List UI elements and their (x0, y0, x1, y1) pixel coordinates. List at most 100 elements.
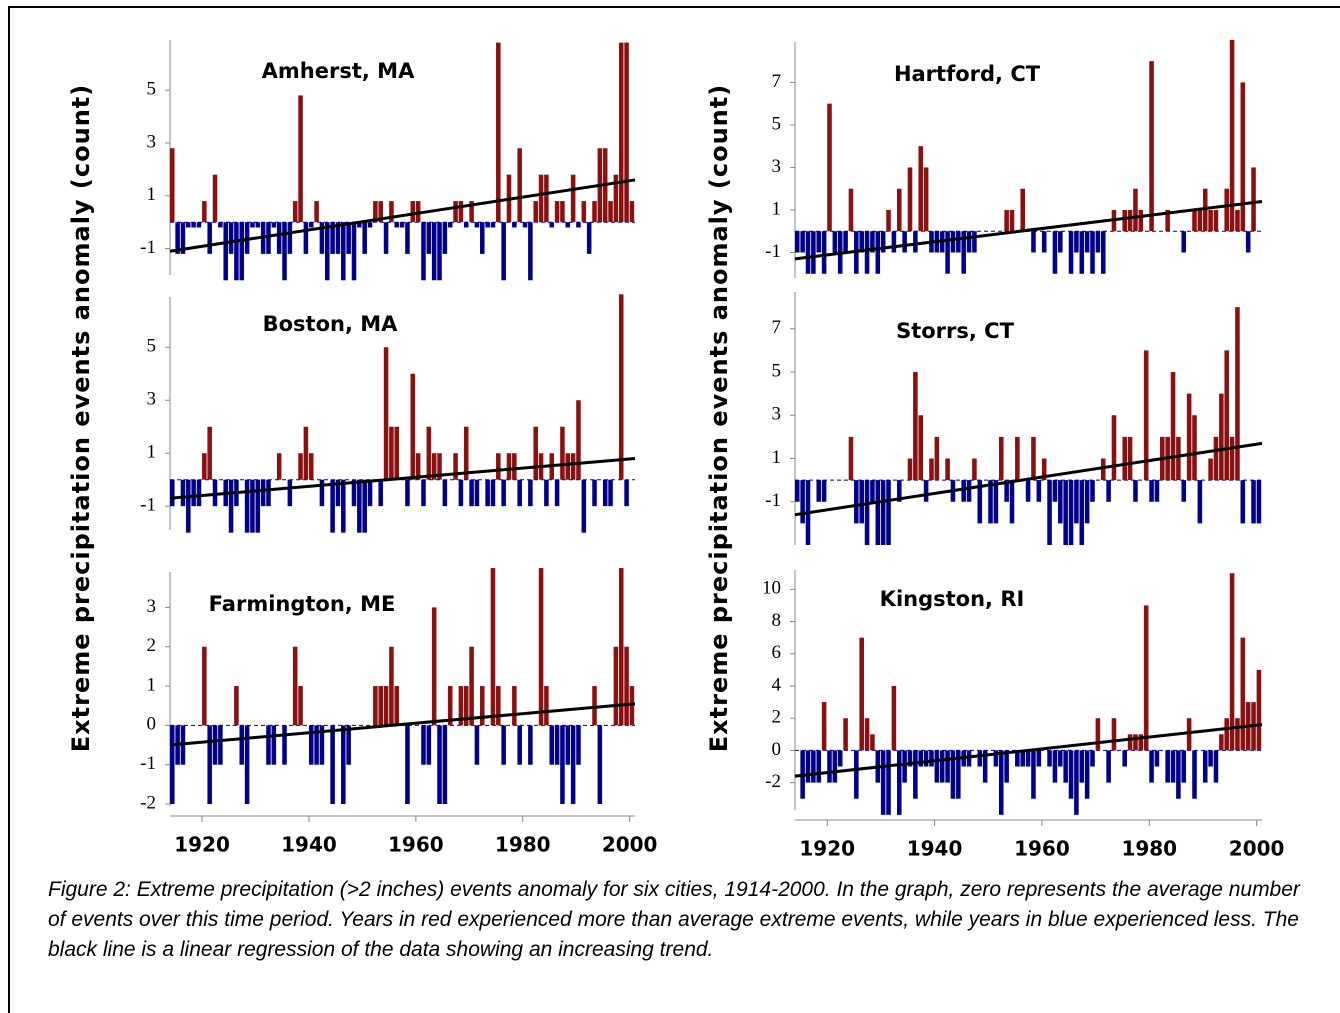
x-tick-label: 1920 (799, 837, 855, 861)
bar (907, 750, 913, 767)
bar (1208, 750, 1213, 767)
bar (1143, 605, 1149, 751)
bar (896, 480, 902, 502)
bar (319, 725, 325, 765)
bar (1068, 750, 1074, 799)
bar (405, 725, 410, 805)
bar (1213, 750, 1219, 783)
y-tick-label: 0 (772, 739, 782, 760)
bar (870, 480, 875, 502)
x-tick-label: 1940 (907, 837, 963, 861)
bar (292, 201, 298, 223)
bar (1058, 231, 1063, 253)
bar (902, 231, 907, 253)
bar (170, 479, 175, 507)
bar (950, 750, 956, 799)
bar (389, 646, 394, 726)
bar (864, 480, 870, 545)
bar (624, 646, 629, 726)
bar (1068, 480, 1074, 545)
bar (292, 646, 298, 726)
bar (602, 479, 608, 507)
bar (1106, 750, 1111, 783)
bar (560, 426, 565, 480)
bar (538, 568, 544, 726)
bar (629, 201, 635, 223)
y-tick-label: 5 (147, 336, 157, 357)
y-tick-label: -2 (765, 771, 781, 792)
bar (528, 725, 533, 765)
bar (907, 167, 913, 232)
bar (934, 750, 940, 783)
y-tick-label: -2 (140, 792, 156, 813)
bar (335, 479, 341, 507)
bar (335, 222, 341, 254)
y-tick-label: -1 (765, 241, 781, 262)
bar (394, 222, 400, 228)
bar (255, 222, 261, 228)
bar (1186, 393, 1192, 481)
bar (191, 479, 196, 507)
bar (1229, 39, 1235, 232)
bar (1202, 750, 1208, 783)
bar (234, 686, 239, 726)
bar (1165, 750, 1170, 783)
bar (1133, 480, 1138, 502)
bar (1020, 750, 1026, 767)
bar (1256, 480, 1262, 524)
bar (394, 686, 400, 726)
bar (1251, 480, 1256, 524)
bar (816, 750, 822, 783)
y-tick-label: 2 (772, 707, 782, 728)
bar (1219, 734, 1224, 751)
bar (458, 686, 464, 726)
bar (1015, 750, 1020, 767)
x-tick-label: 1980 (495, 833, 551, 857)
bar (1068, 231, 1074, 274)
bar (260, 479, 266, 507)
bar (1074, 750, 1079, 815)
bar (442, 725, 448, 805)
y-tick-label: 5 (147, 79, 157, 100)
bar (560, 725, 565, 805)
bar (1208, 458, 1213, 481)
bar (223, 222, 228, 281)
bar (271, 222, 277, 228)
bar (1025, 480, 1031, 502)
bar (576, 400, 581, 480)
bar (1020, 188, 1026, 232)
bar (399, 222, 405, 228)
bar (1170, 372, 1176, 481)
bar (805, 750, 811, 783)
bar (501, 725, 506, 765)
trend-line (169, 178, 636, 253)
bar (565, 222, 571, 228)
bar (1138, 209, 1144, 232)
bar (480, 686, 485, 726)
bar (378, 479, 383, 507)
bar (437, 725, 442, 805)
trend-line (169, 702, 636, 747)
bar (816, 231, 822, 253)
bar (421, 725, 426, 765)
y-tick-label: 8 (772, 610, 782, 631)
bar (544, 174, 549, 223)
bar (1090, 750, 1095, 767)
bar (1208, 209, 1213, 232)
bar (431, 607, 437, 726)
bar (501, 222, 506, 281)
bar (186, 479, 191, 533)
bar (993, 750, 999, 767)
bar (1031, 231, 1036, 253)
panel-title: Storrs, CT (896, 319, 1015, 343)
panel-title: Farmington, ME (209, 592, 396, 616)
bar (1192, 209, 1197, 232)
bar (554, 725, 560, 765)
bar (1138, 734, 1144, 751)
bar (854, 480, 859, 524)
bar (405, 222, 410, 254)
panel-title: Kingston, RI (880, 587, 1025, 611)
bar (1122, 209, 1127, 232)
bar (282, 222, 287, 281)
bar (1004, 480, 1009, 502)
